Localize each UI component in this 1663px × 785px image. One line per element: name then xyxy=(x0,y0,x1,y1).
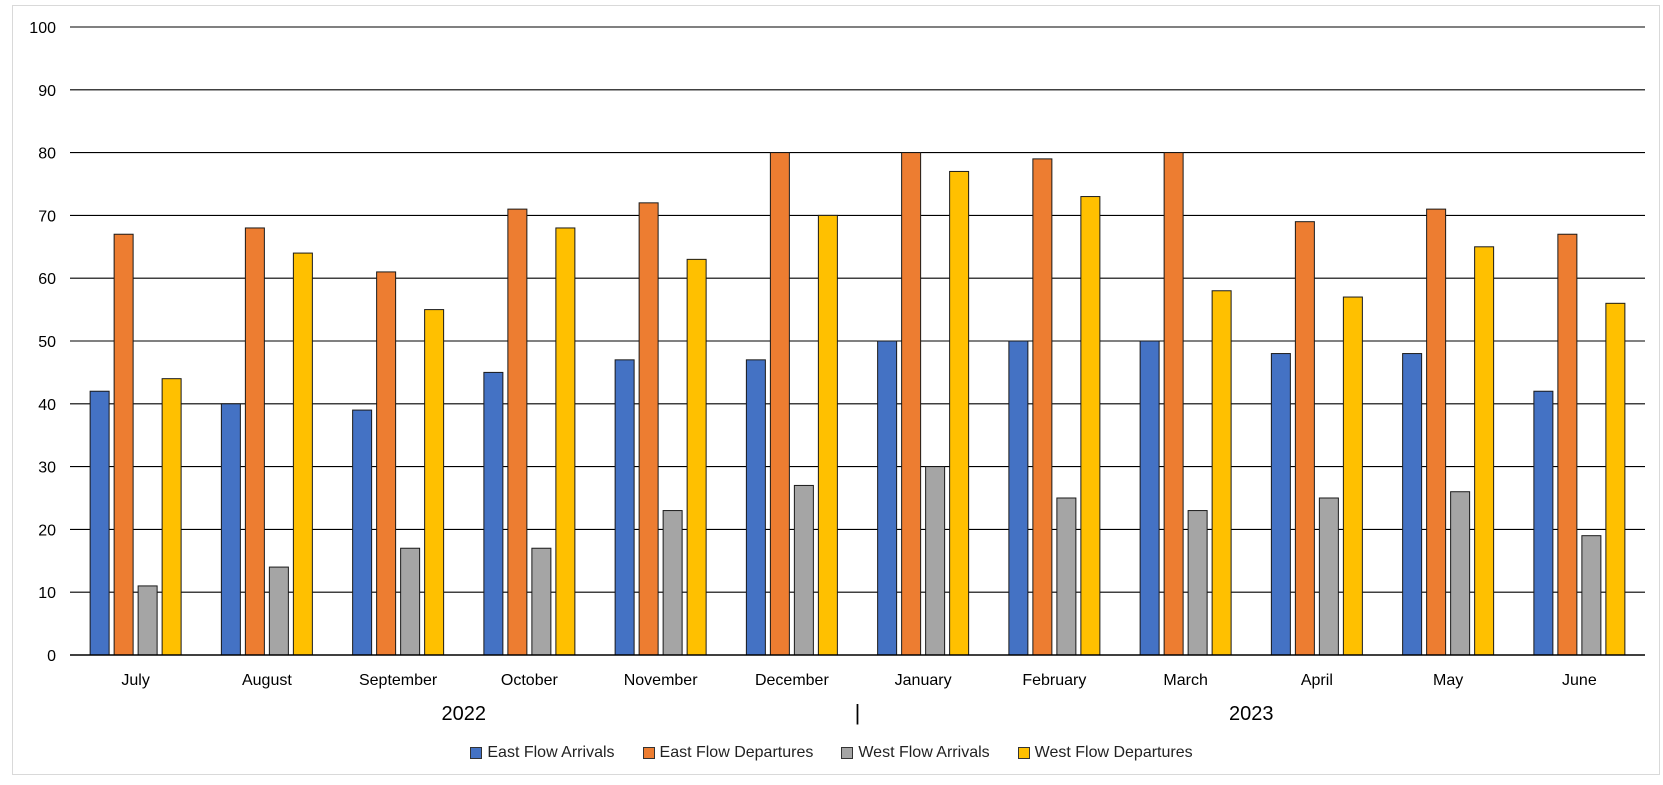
bar-east-flow-arrivals-february xyxy=(1008,340,1029,656)
bar-west-flow-departures-may xyxy=(1474,246,1495,656)
x-tick-label: January xyxy=(895,672,952,689)
legend-swatch-east-flow-arrivals xyxy=(470,747,483,759)
year-label-2023: 2023 xyxy=(1229,703,1274,725)
bar-west-flow-arrivals-january xyxy=(925,466,946,656)
bar-west-flow-departures-march xyxy=(1211,290,1232,656)
bar-west-flow-arrivals-march xyxy=(1187,510,1208,656)
bar-west-flow-departures-september xyxy=(424,309,445,656)
bar-east-flow-arrivals-march xyxy=(1139,340,1160,656)
y-tick-label: 30 xyxy=(38,460,56,477)
bar-east-flow-departures-april xyxy=(1294,221,1315,656)
bar-west-flow-departures-june xyxy=(1605,302,1626,656)
bar-east-flow-departures-march xyxy=(1163,152,1184,656)
legend-label-west-flow-departures: West Flow Departures xyxy=(1034,744,1193,761)
legend-item-west-flow-departures: West Flow Departures xyxy=(1017,744,1193,762)
y-tick-label: 10 xyxy=(38,585,56,602)
legend-item-east-flow-departures: East Flow Departures xyxy=(642,744,814,762)
bar-east-flow-arrivals-april xyxy=(1270,353,1291,656)
y-tick-label: 80 xyxy=(38,146,56,163)
x-tick-label: February xyxy=(1022,672,1086,689)
legend: East Flow Arrivals East Flow Departures … xyxy=(0,744,1663,762)
legend-swatch-west-flow-departures xyxy=(1017,747,1030,759)
bar-east-flow-departures-august xyxy=(244,227,265,656)
y-tick-label: 70 xyxy=(38,208,56,225)
y-tick-label: 90 xyxy=(38,83,56,100)
y-tick-label: 50 xyxy=(38,334,56,351)
x-tick-label: September xyxy=(359,672,438,689)
bar-west-flow-arrivals-august xyxy=(268,566,289,656)
bar-east-flow-departures-may xyxy=(1426,208,1447,656)
bar-west-flow-departures-july xyxy=(161,378,182,656)
legend-label-west-flow-arrivals: West Flow Arrivals xyxy=(858,744,990,761)
bar-west-flow-departures-december xyxy=(817,214,838,656)
legend-swatch-east-flow-departures xyxy=(642,747,655,759)
legend-item-west-flow-arrivals: West Flow Arrivals xyxy=(841,744,990,762)
bar-west-flow-arrivals-december xyxy=(793,484,814,656)
bar-east-flow-departures-october xyxy=(507,208,528,656)
bar-east-flow-departures-january xyxy=(901,152,922,656)
bar-east-flow-departures-september xyxy=(376,271,397,656)
y-tick-label: 40 xyxy=(38,397,56,414)
y-tick-label: 60 xyxy=(38,271,56,288)
bar-west-flow-arrivals-november xyxy=(662,510,683,656)
bar-east-flow-arrivals-october xyxy=(483,371,504,656)
bar-east-flow-arrivals-august xyxy=(220,403,241,656)
bar-west-flow-departures-april xyxy=(1342,296,1363,656)
bar-east-flow-departures-november xyxy=(638,202,659,656)
bar-east-flow-departures-december xyxy=(769,152,790,656)
x-tick-label: August xyxy=(242,672,292,689)
year-label-2022: 2022 xyxy=(442,703,487,725)
x-axis-ticks: July August September October November Decemb… xyxy=(121,672,1596,689)
x-tick-label: November xyxy=(624,672,698,689)
bar-west-flow-departures-august xyxy=(292,252,313,656)
bar-west-flow-arrivals-october xyxy=(531,547,552,656)
gridlines xyxy=(70,26,1645,593)
x-tick-label: June xyxy=(1562,672,1597,689)
bar-east-flow-arrivals-may xyxy=(1402,353,1423,656)
bar-west-flow-arrivals-june xyxy=(1581,535,1602,656)
legend-label-east-flow-departures: East Flow Departures xyxy=(659,744,814,761)
bar-east-flow-departures-june xyxy=(1557,233,1578,656)
y-tick-label: 0 xyxy=(47,648,56,665)
chart-frame xyxy=(12,5,1660,775)
bar-east-flow-departures-february xyxy=(1032,158,1053,656)
bar-west-flow-arrivals-february xyxy=(1056,497,1077,656)
bar-west-flow-departures-october xyxy=(555,227,576,656)
bar-east-flow-departures-july xyxy=(113,233,134,656)
x-tick-label: March xyxy=(1163,672,1207,689)
x-tick-label: December xyxy=(755,672,829,689)
y-axis-ticks: 0 10 20 30 40 50 60 70 80 90 100 xyxy=(29,20,56,665)
bar-west-flow-arrivals-april xyxy=(1318,497,1339,656)
legend-swatch-west-flow-arrivals xyxy=(841,747,854,759)
legend-item-east-flow-arrivals: East Flow Arrivals xyxy=(470,744,615,762)
bar-west-flow-arrivals-july xyxy=(137,585,158,656)
legend-label-east-flow-arrivals: East Flow Arrivals xyxy=(487,744,615,761)
x-tick-label: October xyxy=(501,672,559,689)
y-tick-label: 100 xyxy=(29,20,56,37)
x-tick-label: April xyxy=(1301,672,1333,689)
bars xyxy=(89,152,1626,656)
year-divider: | xyxy=(855,700,861,725)
bar-west-flow-departures-february xyxy=(1080,196,1101,656)
bar-west-flow-arrivals-september xyxy=(400,547,421,656)
x-tick-label: May xyxy=(1433,672,1463,689)
y-tick-label: 20 xyxy=(38,522,56,539)
bar-east-flow-arrivals-july xyxy=(89,390,110,656)
bar-west-flow-departures-november xyxy=(686,258,707,656)
bar-east-flow-arrivals-december xyxy=(745,359,766,656)
bar-west-flow-departures-january xyxy=(949,170,970,656)
bar-east-flow-arrivals-november xyxy=(614,359,635,656)
bar-east-flow-arrivals-june xyxy=(1533,390,1554,656)
bar-east-flow-arrivals-january xyxy=(877,340,898,656)
bar-west-flow-arrivals-may xyxy=(1450,491,1471,656)
bar-east-flow-arrivals-september xyxy=(352,409,373,656)
x-tick-label: July xyxy=(121,672,149,689)
